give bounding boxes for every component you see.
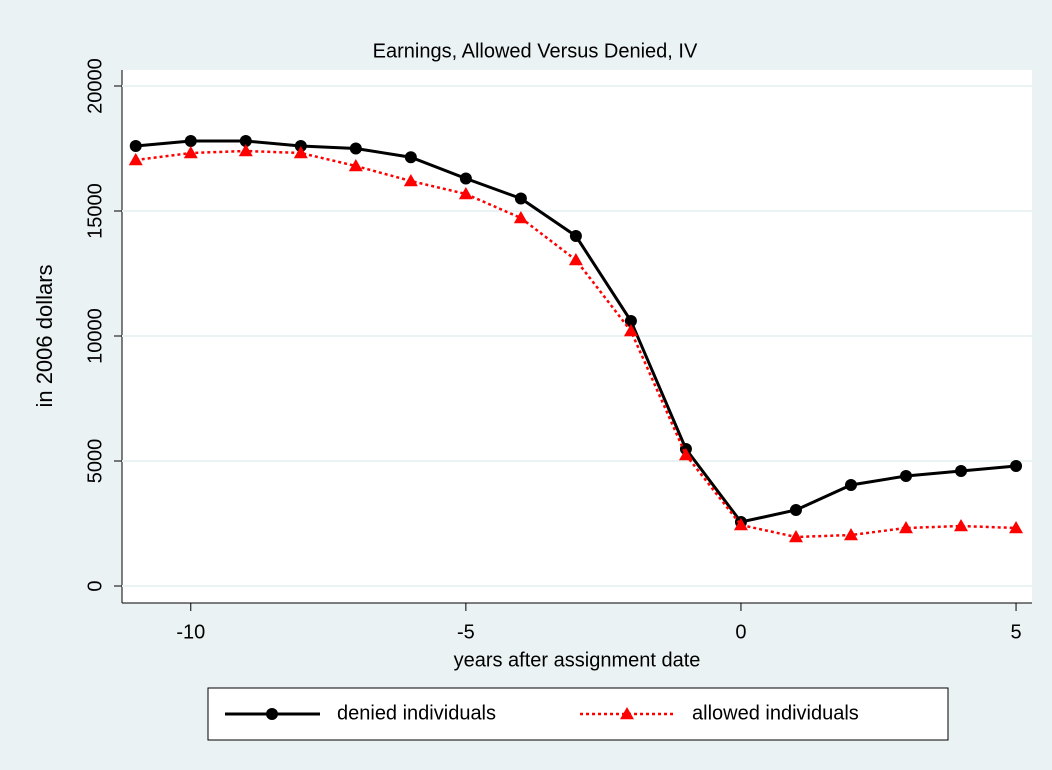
marker	[403, 174, 418, 187]
marker	[1009, 521, 1024, 534]
marker	[404, 151, 417, 164]
x-tick-label: 0	[735, 621, 746, 643]
x-axis-label: years after assignment date	[454, 649, 701, 671]
marker	[349, 142, 362, 155]
legend-marker	[266, 708, 278, 720]
marker	[1010, 460, 1023, 472]
marker	[955, 465, 968, 477]
marker	[623, 324, 638, 337]
y-tick-label: 15000	[84, 183, 106, 239]
marker	[733, 518, 748, 531]
legend-box	[207, 687, 949, 741]
marker	[513, 211, 528, 224]
marker	[624, 315, 637, 327]
marker	[569, 230, 582, 242]
marker	[568, 253, 583, 266]
y-tick-label: 20000	[84, 58, 106, 114]
y-tick-label: 10000	[84, 308, 106, 364]
x-tick-label: -5	[457, 621, 475, 643]
legend-label: denied individuals	[337, 702, 496, 724]
chart-title: Earnings, Allowed Versus Denied, IV	[373, 40, 698, 62]
marker	[458, 187, 473, 200]
marker	[293, 146, 308, 159]
marker	[899, 521, 914, 534]
marker	[348, 159, 363, 172]
x-tick-label: 5	[1010, 621, 1021, 643]
marker	[843, 528, 858, 541]
y-tick-label: 5000	[84, 439, 106, 484]
marker	[844, 479, 857, 491]
y-axis-label: in 2006 dollars	[32, 264, 57, 407]
marker	[129, 140, 142, 152]
marker	[514, 192, 527, 205]
x-tick-label: -10	[176, 621, 205, 643]
marker	[184, 135, 197, 147]
marker	[788, 530, 803, 543]
marker	[789, 504, 802, 516]
y-tick-label: 0	[84, 580, 106, 591]
marker	[238, 144, 253, 157]
marker	[128, 153, 143, 166]
legend-marker	[620, 707, 634, 720]
marker	[183, 146, 198, 159]
marker	[239, 135, 252, 147]
marker	[900, 470, 913, 482]
marker	[459, 172, 472, 185]
legend-label: allowed individuals	[692, 702, 859, 724]
marker	[678, 448, 693, 461]
marker	[954, 519, 969, 532]
